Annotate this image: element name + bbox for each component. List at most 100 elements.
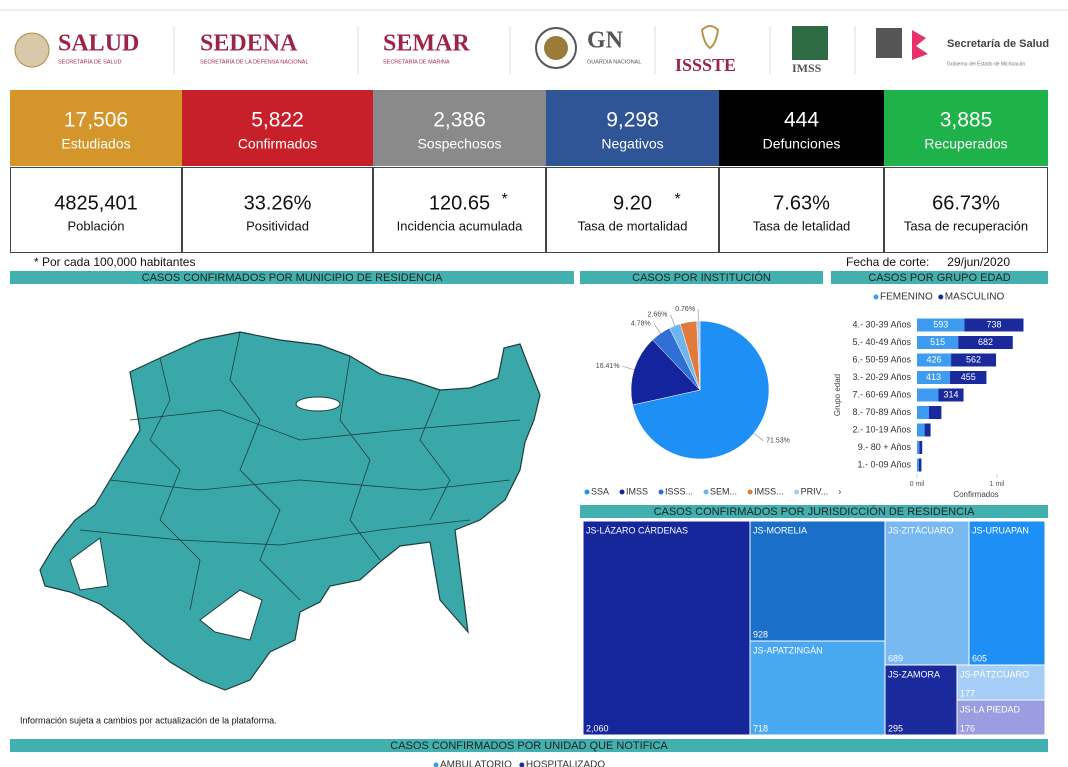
kpi-label: Confirmados — [238, 136, 317, 152]
chart-title: CASOS CONFIRMADOS POR JURISDICCIÓN DE RE… — [654, 505, 976, 518]
bar-segment — [917, 423, 925, 437]
x-axis-label: Confirmados — [953, 490, 998, 499]
map-shape — [39, 331, 541, 691]
x-tick-label: 0 mil — [910, 481, 925, 488]
map-gap — [69, 537, 109, 591]
map-gap — [199, 589, 263, 641]
cell-name: JS-URUAPAN — [972, 525, 1029, 535]
kpi-value: 17,506 — [64, 109, 128, 132]
emblem — [14, 32, 50, 68]
stat-tile — [373, 167, 546, 253]
y-tick-label: 2.- 10-19 Años — [852, 424, 911, 434]
stat-value: 33.26% — [244, 192, 312, 214]
logo-name: Secretaría de Salud — [947, 38, 1049, 50]
pie-slice — [696, 320, 701, 391]
logo-name: SALUD — [58, 31, 139, 57]
legend-dot — [873, 294, 879, 300]
pie-slice — [630, 339, 701, 406]
legend-label: FEMENINO — [880, 292, 933, 303]
leader-line — [670, 314, 676, 326]
section-bar — [580, 271, 823, 284]
emblem — [912, 30, 928, 60]
pie-label: 4.78% — [631, 320, 651, 327]
treemap-cell — [968, 520, 1046, 666]
y-tick-label: 3.- 20-29 Años — [852, 372, 911, 382]
leader-line — [622, 365, 635, 371]
bar-segment — [917, 406, 929, 419]
emblem — [876, 28, 902, 58]
legend-label: SEM... — [710, 486, 737, 496]
cell-name: JS-MORELIA — [753, 525, 807, 535]
lake — [295, 396, 341, 412]
bar-segment — [929, 406, 942, 419]
stat-label: Tasa de letalidad — [753, 218, 851, 233]
bar-segment — [951, 353, 997, 367]
y-tick-label: 4.- 30-39 Años — [852, 319, 911, 329]
bar-segment — [917, 336, 959, 349]
logo-subtitle: GUARDIA NACIONAL — [587, 59, 641, 65]
cell-value: 718 — [753, 723, 768, 733]
bar-label: 562 — [966, 354, 981, 364]
legend-more: › — [838, 486, 841, 496]
section-bar — [10, 739, 1048, 752]
legend-dot — [519, 762, 525, 767]
kpi-value: 2,386 — [433, 109, 486, 132]
section-bar — [580, 505, 1048, 518]
kpi-value: 9,298 — [606, 109, 659, 132]
bar-segment — [919, 458, 922, 472]
kpi-tile — [182, 90, 373, 166]
stat-tile — [182, 167, 373, 253]
leader-line — [753, 432, 764, 441]
chart-title: CASOS POR GRUPO EDAD — [868, 272, 1010, 284]
kpi-label: Negativos — [601, 136, 663, 152]
y-tick-label: 6.- 50-59 Años — [852, 354, 911, 364]
logo-subtitle: SECRETARÍA DE LA DEFENSA NACIONAL — [200, 58, 308, 65]
stat-value: 66.73% — [932, 192, 1000, 214]
emblem — [792, 26, 828, 60]
cell-name: JS-LA PIEDAD — [960, 704, 1021, 714]
legend-dot — [584, 489, 590, 495]
legend-label: MASCULINO — [945, 292, 1005, 303]
section-bar — [831, 271, 1048, 284]
bar-segment — [919, 441, 923, 454]
kpi-label: Recuperados — [924, 136, 1007, 152]
emblem — [700, 25, 720, 50]
logo-subtitle: SECRETARÍA DE MARINA — [383, 58, 450, 65]
legend-label: IMSS — [626, 486, 648, 496]
bar-segment — [917, 353, 952, 367]
cell-value: 177 — [960, 688, 975, 698]
logo-subtitle: Gobierno del Estado de Michoacán — [947, 61, 1025, 67]
bar-label: 593 — [933, 319, 948, 329]
bar-segment — [958, 336, 1013, 349]
bar-label: 413 — [926, 372, 941, 382]
kpi-tile — [546, 90, 719, 166]
y-tick-label: 1.- 0-09 Años — [857, 459, 911, 469]
leader-line — [653, 323, 661, 334]
chart-title: CASOS POR INSTITUCIÓN — [632, 271, 771, 284]
cell-value: 928 — [753, 629, 768, 639]
kpi-label: Sospechosos — [417, 136, 501, 152]
emblem — [544, 36, 568, 60]
bar-label: 682 — [978, 337, 993, 347]
stat-tile — [10, 167, 182, 253]
cell-name: JS-LÁZARO CÁRDENAS — [586, 525, 688, 535]
cutoff-label: Fecha de corte: — [846, 255, 929, 269]
legend-dot — [433, 762, 439, 767]
kpi-tile — [373, 90, 546, 166]
bar-segment — [964, 318, 1024, 332]
bar-segment — [917, 441, 920, 454]
bar-segment — [950, 371, 987, 384]
stat-label: Tasa de recuperación — [904, 218, 1028, 233]
legend-dot — [619, 489, 625, 495]
stat-label: Tasa de mortalidad — [578, 218, 688, 233]
legend-dot — [703, 489, 709, 495]
cutoff-date: 29/jun/2020 — [947, 255, 1010, 269]
stat-label: Incidencia acumulada — [397, 218, 524, 233]
bar-segment — [917, 388, 939, 402]
y-tick-label: 5.- 40-49 Años — [852, 337, 911, 347]
bar-label: 455 — [961, 372, 976, 382]
map-footnote: Información sujeta a cambios por actuali… — [20, 715, 277, 725]
kpi-tile — [884, 90, 1048, 166]
cell-name: JS-ZAMORA — [888, 669, 940, 679]
logo-name: GN — [587, 28, 624, 54]
